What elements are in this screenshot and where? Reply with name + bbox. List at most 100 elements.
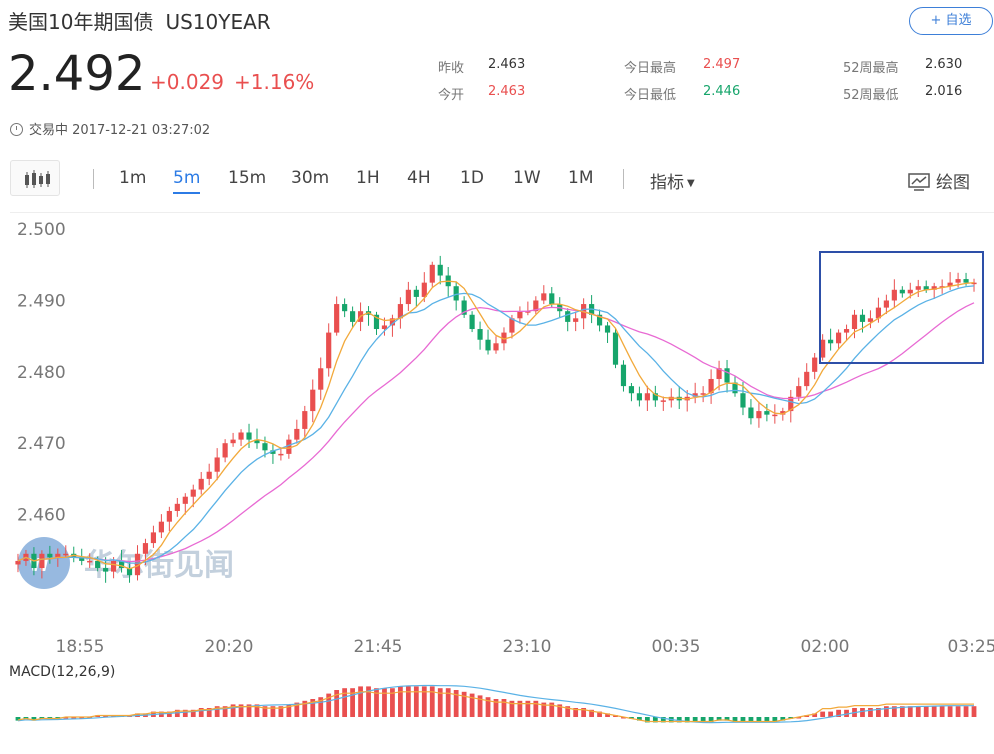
candle bbox=[596, 309, 603, 332]
candle bbox=[166, 506, 172, 532]
chart-toolbar: 1m 5m 15m 30m 1H 4H 1D 1W 1M 指标 ▼ 绘图 bbox=[0, 160, 994, 200]
macd-bar bbox=[907, 706, 913, 717]
macd-bar bbox=[748, 717, 754, 723]
macd-bar bbox=[605, 713, 610, 717]
candlestick-type-button[interactable] bbox=[10, 160, 60, 196]
candle bbox=[740, 382, 746, 416]
y-tick-label: 2.500 bbox=[17, 220, 66, 240]
macd-bar bbox=[398, 686, 403, 717]
macd-bar bbox=[15, 717, 21, 721]
macd-bar bbox=[724, 717, 730, 721]
macd-bar bbox=[637, 717, 642, 721]
macd-bar bbox=[374, 688, 379, 717]
macd-bar bbox=[963, 706, 969, 717]
candle bbox=[389, 314, 396, 337]
indicator-dropdown[interactable]: 指标 ▼ bbox=[650, 168, 695, 193]
candle bbox=[843, 324, 850, 342]
macd-bar bbox=[71, 717, 77, 719]
macd-dif-line bbox=[17, 691, 974, 723]
candle bbox=[828, 328, 834, 351]
candle bbox=[214, 448, 220, 481]
macd-bar bbox=[262, 706, 268, 717]
candle bbox=[421, 272, 427, 303]
x-tick-label: 00:35 bbox=[652, 637, 701, 657]
macd-bar bbox=[820, 711, 826, 717]
period-tab-1h[interactable]: 1H bbox=[356, 168, 380, 188]
candle bbox=[453, 281, 459, 311]
candle bbox=[326, 323, 332, 377]
macd-bar bbox=[652, 717, 658, 723]
candle bbox=[716, 360, 722, 391]
candle bbox=[158, 514, 164, 539]
candle bbox=[708, 369, 714, 404]
macd-bar bbox=[812, 713, 818, 717]
x-tick-label: 18:55 bbox=[56, 637, 105, 657]
candle bbox=[812, 353, 818, 380]
candle bbox=[899, 286, 905, 298]
watermark-text: 华尔街见闻 bbox=[84, 548, 234, 583]
candle bbox=[294, 419, 300, 444]
stat-open-label: 今开 bbox=[438, 88, 465, 103]
period-tab-4h[interactable]: 4H bbox=[407, 168, 431, 188]
macd-bar bbox=[270, 706, 276, 717]
y-tick-label: 2.470 bbox=[17, 434, 66, 454]
macd-bar bbox=[708, 717, 714, 723]
candle bbox=[636, 386, 642, 407]
trading-status-text: 交易中 2017-12-21 03:27:02 bbox=[29, 123, 211, 138]
add-watchlist-button[interactable]: + 自选 bbox=[909, 7, 993, 35]
candle bbox=[39, 550, 45, 579]
macd-bar bbox=[79, 717, 85, 719]
candle bbox=[485, 329, 491, 355]
draw-tool-button[interactable]: 绘图 bbox=[908, 168, 970, 193]
stat-52w-low-label: 52周最低 bbox=[843, 88, 899, 103]
period-tab-1m[interactable]: 1m bbox=[119, 168, 147, 188]
macd-bar bbox=[860, 708, 865, 717]
chart-top-border bbox=[10, 212, 994, 213]
x-tick-label: 21:45 bbox=[354, 637, 403, 657]
period-tab-1w[interactable]: 1W bbox=[513, 168, 541, 188]
macd-bar bbox=[429, 686, 435, 717]
macd-bar bbox=[660, 717, 666, 723]
x-tick-label: 23:10 bbox=[503, 637, 552, 657]
period-tab-1mo[interactable]: 1M bbox=[568, 168, 594, 188]
macd-bar bbox=[485, 697, 491, 717]
candle bbox=[748, 399, 754, 425]
period-tab-5m[interactable]: 5m bbox=[173, 168, 201, 194]
macd-bar bbox=[509, 700, 515, 717]
macd-bar bbox=[589, 709, 594, 717]
macd-bar bbox=[358, 686, 363, 717]
candle bbox=[334, 296, 340, 336]
candle bbox=[620, 360, 627, 392]
macd-bar bbox=[573, 708, 579, 717]
candle bbox=[63, 545, 69, 558]
macd-bar bbox=[334, 690, 340, 717]
period-tab-1d[interactable]: 1D bbox=[460, 168, 484, 188]
macd-bar bbox=[740, 717, 746, 723]
stat-low-label: 今日最低 bbox=[624, 88, 677, 103]
candle bbox=[931, 282, 937, 299]
candle bbox=[198, 471, 204, 495]
toolbar-divider bbox=[93, 169, 94, 189]
candle bbox=[820, 334, 826, 361]
candle bbox=[923, 280, 929, 293]
ma-line-mid bbox=[17, 285, 975, 564]
macd-bar bbox=[366, 686, 371, 717]
macd-bar bbox=[732, 717, 738, 723]
candle bbox=[493, 336, 499, 354]
macd-bar bbox=[238, 704, 244, 717]
y-tick-label: 2.460 bbox=[17, 506, 66, 526]
candle bbox=[429, 261, 435, 287]
caret-down-icon: ▼ bbox=[687, 178, 695, 189]
candle bbox=[477, 321, 483, 350]
macd-bar bbox=[533, 700, 539, 717]
candle bbox=[971, 278, 977, 292]
candle bbox=[318, 357, 324, 400]
candle bbox=[15, 553, 21, 573]
instrument-title: 美国10年期国债 US10YEAR bbox=[8, 6, 271, 35]
macd-bar bbox=[923, 706, 929, 717]
period-tab-15m[interactable]: 15m bbox=[228, 168, 267, 188]
candle bbox=[581, 298, 587, 330]
macd-bar bbox=[469, 693, 475, 717]
period-tab-30m[interactable]: 30m bbox=[291, 168, 330, 188]
